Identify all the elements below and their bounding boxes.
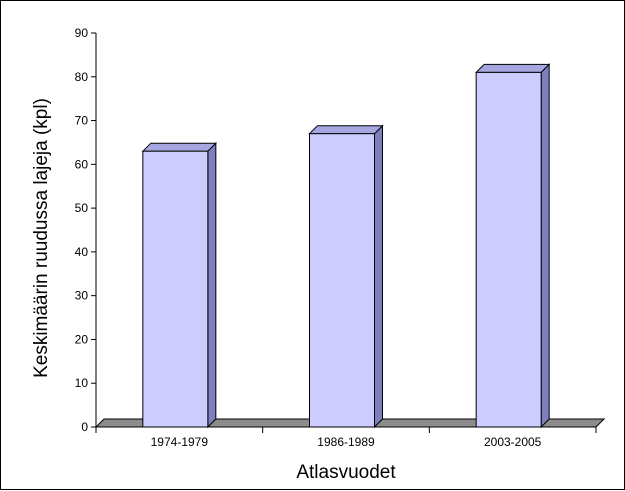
y-tick-label: 90 [75, 26, 89, 40]
bar-front-face [142, 150, 209, 428]
y-tick-label: 40 [75, 245, 89, 259]
y-tick-label: 10 [75, 376, 89, 390]
y-tick-label: 50 [75, 201, 89, 215]
bar-1974-1979 [141, 141, 218, 429]
bar-top-face [141, 142, 218, 152]
y-tick-label: 60 [75, 157, 89, 171]
bar-top-face [474, 63, 551, 73]
y-tick-label: 30 [75, 289, 89, 303]
bar-front-face [475, 71, 542, 428]
bar-front-face [309, 133, 375, 428]
x-tick-label: 2003-2005 [484, 435, 542, 449]
bars-layer [141, 63, 551, 429]
x-axis-title: Atlasvuodet [296, 462, 396, 483]
bar-side-face [540, 63, 550, 429]
y-tick-label: 70 [75, 114, 89, 128]
bar-side-face [207, 141, 217, 429]
bar-2003-2005 [474, 63, 551, 429]
y-tick-label: 20 [75, 332, 89, 346]
bar-1986-1989 [308, 124, 384, 429]
bar-top-face [308, 125, 384, 135]
y-tick-label: 80 [75, 70, 89, 84]
x-tick-label: 1986-1989 [317, 435, 375, 449]
labels-layer: 0 10 20 30 40 50 60 70 80 90 1974-1979 1986-1989 200… [75, 26, 542, 449]
x-tick-label: 1974-1979 [151, 435, 209, 449]
y-axis-title: Keskimäärin ruudussa lajeja (kpl) [31, 98, 52, 378]
bar-side-face [374, 124, 383, 429]
y-tick-label: 0 [81, 420, 88, 434]
